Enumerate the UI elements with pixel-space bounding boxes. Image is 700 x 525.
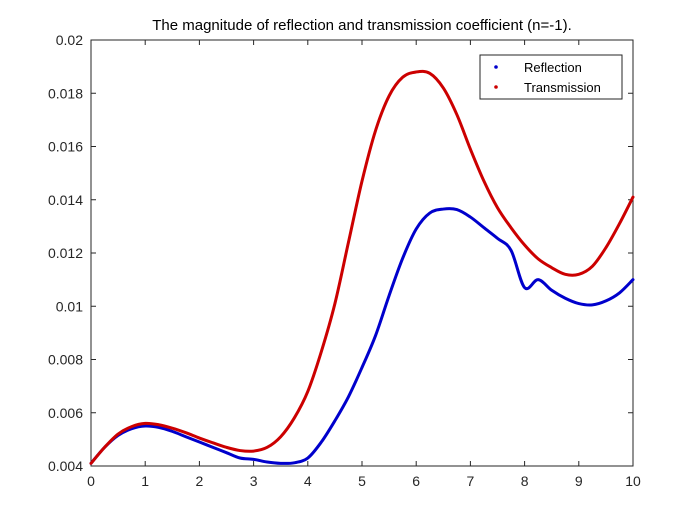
x-tick-label: 0 <box>87 473 95 489</box>
x-tick-label: 9 <box>575 473 583 489</box>
y-tick-label: 0.01 <box>56 298 83 314</box>
x-tick-label: 2 <box>196 473 204 489</box>
x-tick-label: 3 <box>250 473 258 489</box>
plot-area: 0 1 2 3 4 5 6 7 8 9 10 0.004 0.006 0.008 0.01 0.012 0.01… <box>48 32 641 489</box>
y-tick-label: 0.018 <box>48 85 83 101</box>
x-tick-label: 6 <box>412 473 420 489</box>
legend-label-transmission: Transmission <box>524 80 601 95</box>
x-tick-label: 4 <box>304 473 312 489</box>
legend: Reflection Transmission <box>479 54 623 100</box>
y-tick-label: 0.008 <box>48 352 83 368</box>
x-tick-label: 8 <box>521 473 529 489</box>
x-tick-label: 10 <box>625 473 641 489</box>
x-tick-label: 1 <box>141 473 149 489</box>
y-tick-label: 0.016 <box>48 139 83 155</box>
legend-box <box>479 54 623 100</box>
chart-title: The magnitude of reflection and transmis… <box>152 17 572 34</box>
y-tick-label: 0.004 <box>48 458 83 474</box>
y-tick-label: 0.006 <box>48 405 83 421</box>
legend-label-reflection: Reflection <box>524 60 582 75</box>
x-tick-label: 7 <box>467 473 475 489</box>
y-tick-label: 0.02 <box>56 32 83 48</box>
y-tick-label: 0.014 <box>48 192 83 208</box>
y-tick-label: 0.012 <box>48 245 83 261</box>
legend-marker-transmission <box>494 85 498 89</box>
series-line-transmission <box>89 69 635 465</box>
x-tick-label: 5 <box>358 473 366 489</box>
legend-marker-reflection <box>494 65 498 69</box>
series-line-reflection <box>89 207 635 465</box>
